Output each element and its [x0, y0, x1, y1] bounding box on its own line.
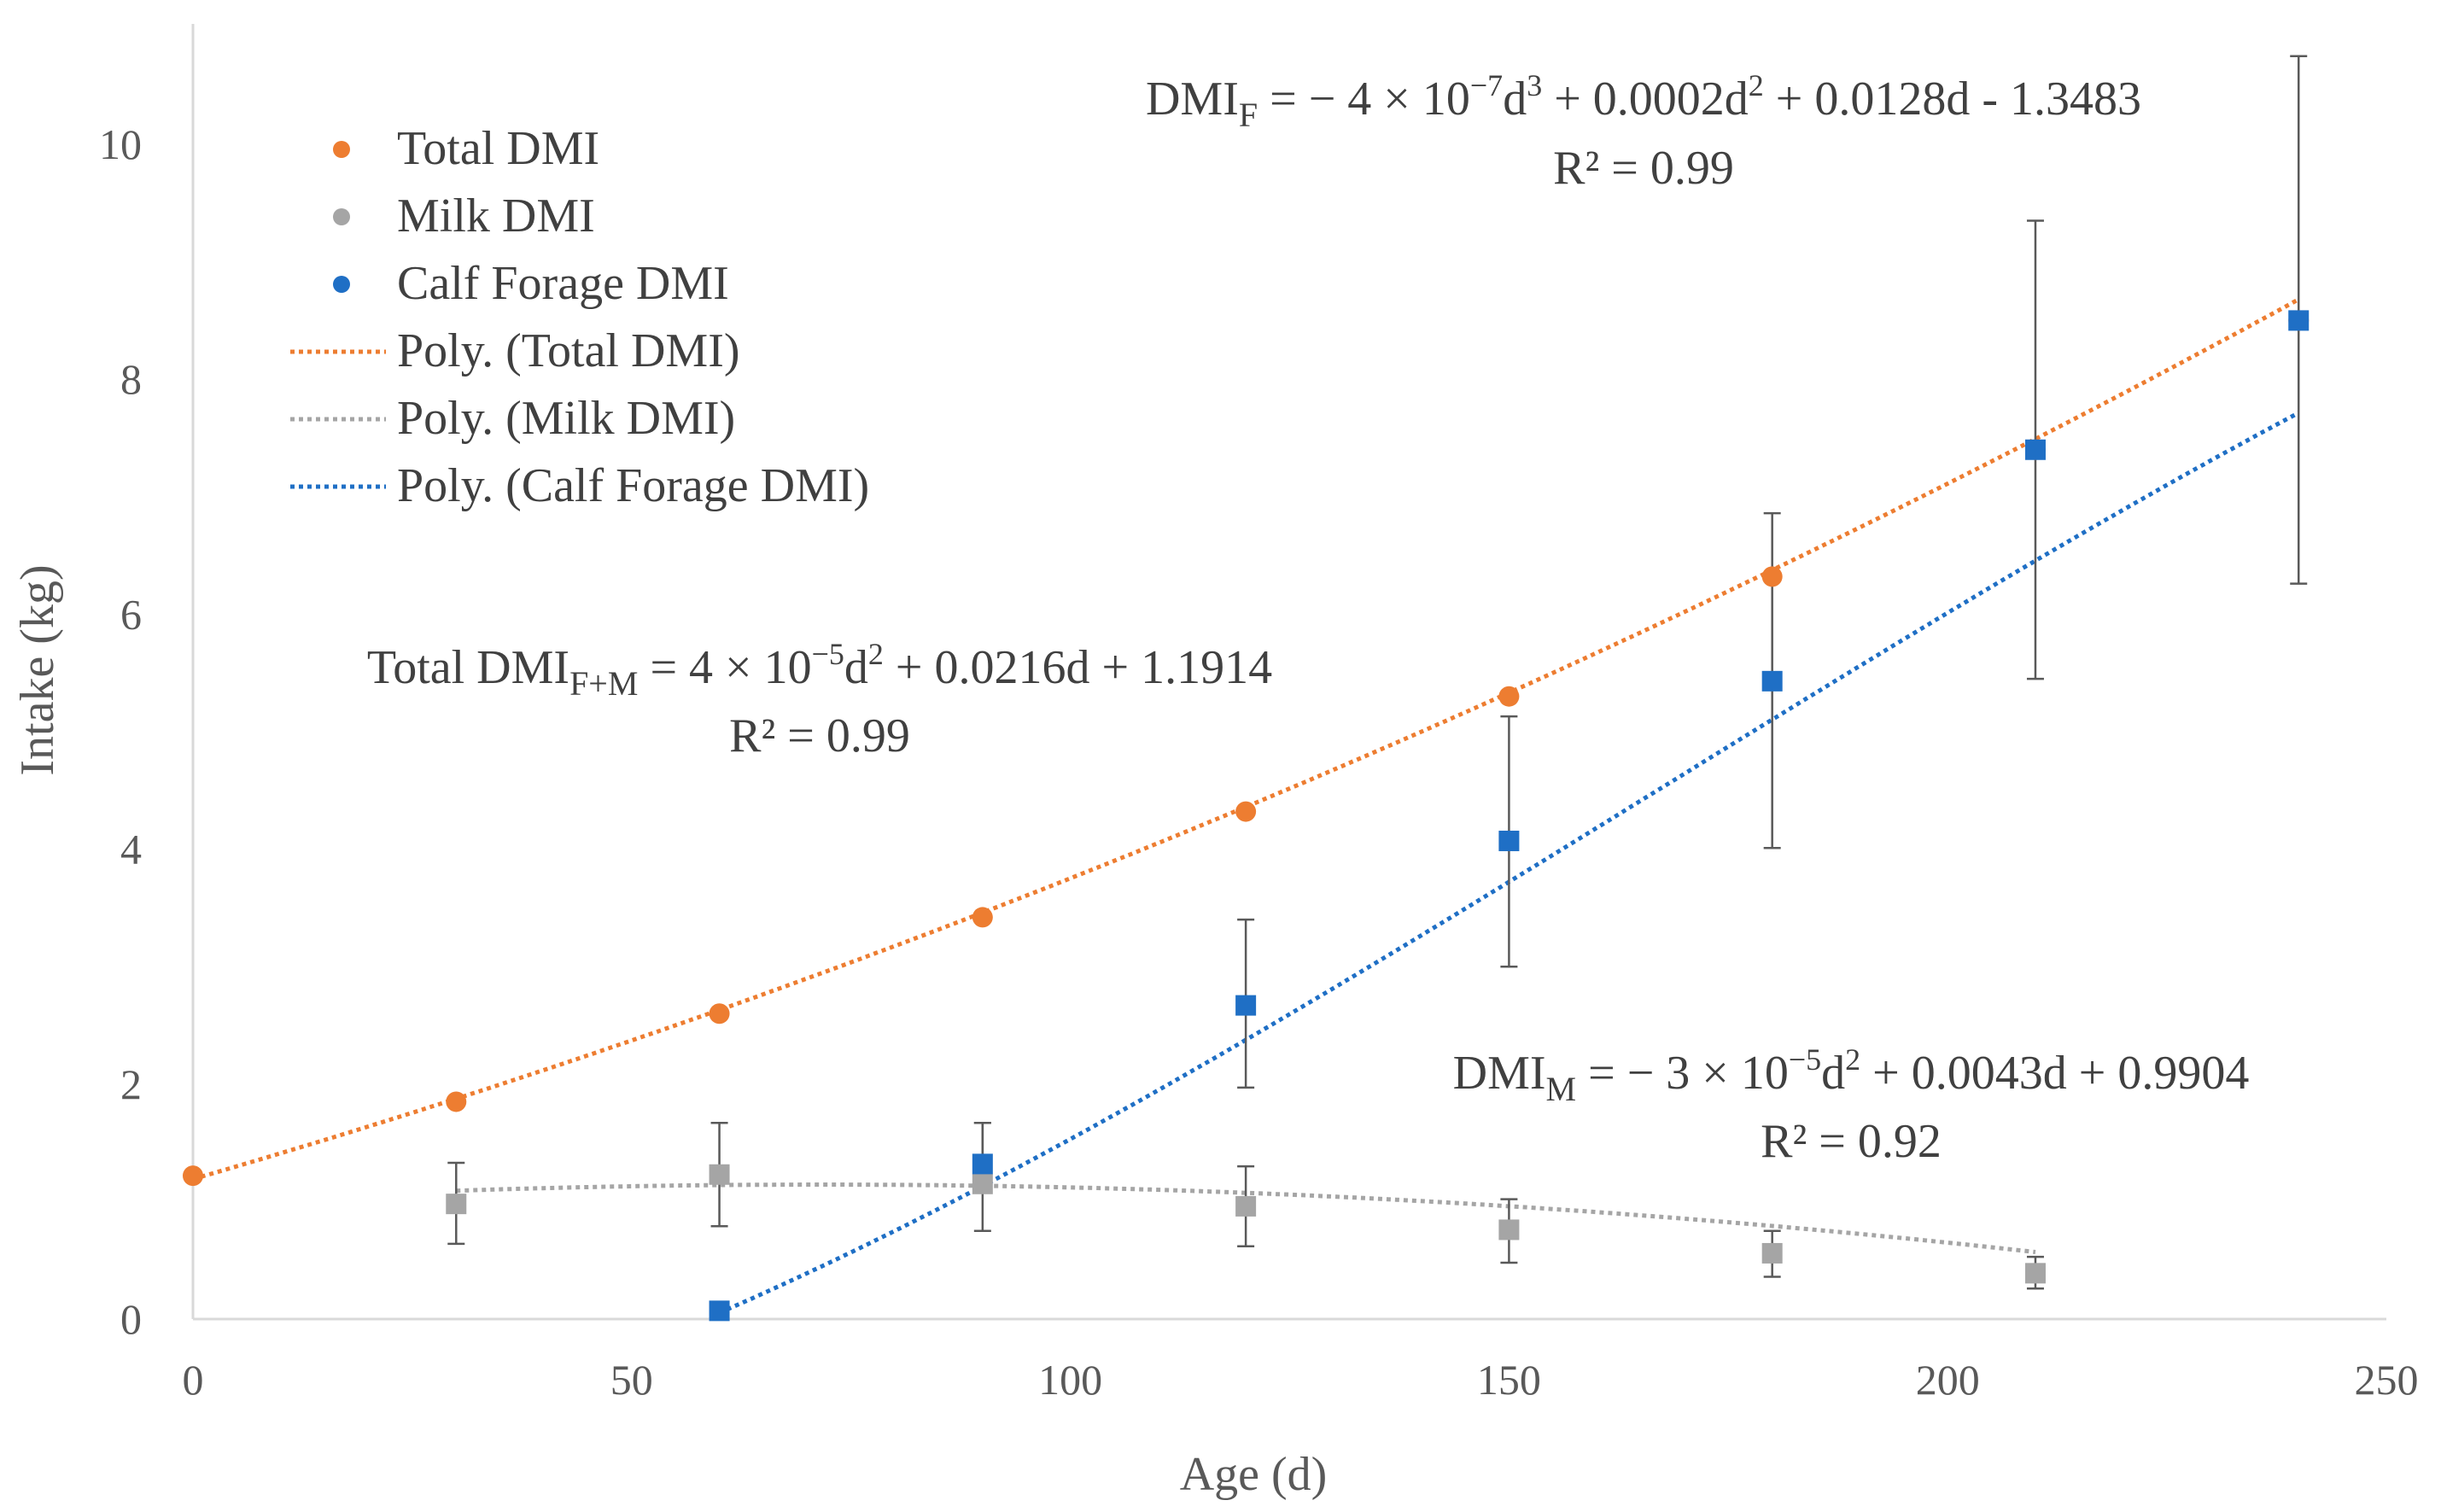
forage-eq-sub: F [1239, 96, 1258, 134]
legend-poly-milk-label: Poly. (Milk DMI) [397, 392, 735, 445]
milk-eq-exp2: 2 [1845, 1042, 1860, 1077]
forage-r2: R² = 0.99 [1553, 142, 1734, 195]
total-dmi-point [1498, 686, 1520, 707]
forage-dmi-point [1235, 995, 1257, 1016]
axes [191, 24, 2386, 1321]
x-axis-title: Age (d) [1180, 1448, 1328, 1501]
forage-dmi-point [972, 1153, 993, 1175]
milk-dmi-point [709, 1164, 730, 1185]
y-tick-label: 0 [120, 1295, 142, 1343]
trendline-1 [192, 297, 2300, 1182]
forage-eq-exp3: 2 [1749, 68, 1764, 102]
legend-poly-total-label: Poly. (Total DMI) [397, 324, 740, 377]
total-r2: R² = 0.99 [729, 709, 910, 762]
y-tick-label: 10 [99, 120, 142, 168]
total-dmi-point [446, 1091, 467, 1112]
forage-equation: DMIF = − 4 × 10−7d3 + 0.0002d2 + 0.0128d… [1146, 68, 2141, 134]
total-dmi-point [183, 1165, 203, 1187]
forage-eq-a: = − 4 × 10 [1258, 73, 1470, 126]
total-eq-sub: F+M [569, 664, 638, 703]
milk-dmi-point [446, 1194, 467, 1215]
milk-eq-b: d [1821, 1047, 1845, 1100]
y-tick-labels: 0 2 4 6 8 10 [99, 120, 142, 1343]
x-tick-label: 100 [1038, 1356, 1102, 1404]
y-tick-label: 8 [120, 355, 142, 403]
forage-eq-c: + 0.0002d [1542, 73, 1749, 126]
x-tick-labels: 0 50 100 150 200 250 [183, 1356, 2419, 1404]
total-eq-exp2: 2 [868, 637, 884, 671]
forage-eq-exp1: −7 [1470, 68, 1503, 102]
milk-eq-prefix: DMI [1453, 1047, 1546, 1100]
milk-dmi-point [1498, 1219, 1520, 1241]
total-eq-a: = 4 × 10 [638, 641, 811, 694]
forage-dmi-point [2288, 310, 2310, 331]
forage-dmi-point [2024, 439, 2046, 460]
forage-dmi-point [1761, 670, 1783, 692]
x-tick-label: 200 [1916, 1356, 1980, 1404]
data-markers [183, 310, 2310, 1322]
total-dmi-point [1761, 566, 1783, 587]
legend-total-dmi-label: Total DMI [397, 122, 599, 175]
legend-forage-dmi-swatch [333, 276, 350, 293]
x-tick-label: 150 [1477, 1356, 1541, 1404]
legend-milk-dmi: Milk DMI [333, 190, 595, 242]
total-equation: Total DMIF+M = 4 × 10−5d2 + 0.0216d + 1.… [367, 637, 1272, 703]
forage-eq-b: d [1503, 73, 1527, 126]
legend-poly-milk: Poly. (Milk DMI) [290, 392, 735, 445]
forage-dmi-point [709, 1300, 730, 1322]
milk-eq-exp1: −5 [1789, 1042, 1821, 1077]
forage-eq-exp2: 3 [1527, 68, 1542, 102]
legend-total-dmi-swatch [333, 141, 350, 158]
x-tick-label: 50 [610, 1356, 653, 1404]
forage-dmi-point [1498, 830, 1520, 851]
annotation-total: Total DMIF+M = 4 × 10−5d2 + 0.0216d + 1.… [367, 637, 1272, 762]
legend: Total DMI Milk DMI Calf Forage DMI Poly. (T… [290, 122, 869, 512]
annotation-milk: DMIM = − 3 × 10−5d2 + 0.0043d + 0.9904 R… [1453, 1042, 2250, 1168]
y-axis-title: Intake (kg) [11, 564, 64, 775]
forage-eq-prefix: DMI [1146, 73, 1239, 126]
milk-r2: R² = 0.92 [1761, 1115, 1942, 1168]
milk-eq-a: = − 3 × 10 [1576, 1047, 1789, 1100]
total-eq-b: d [844, 641, 868, 694]
x-tick-label: 0 [183, 1356, 204, 1404]
legend-poly-forage-label: Poly. (Calf Forage DMI) [397, 459, 869, 512]
milk-eq-sub: M [1546, 1070, 1577, 1108]
milk-equation: DMIM = − 3 × 10−5d2 + 0.0043d + 0.9904 [1453, 1042, 2250, 1108]
milk-dmi-point [2024, 1263, 2046, 1284]
x-tick-label: 250 [2355, 1356, 2419, 1404]
total-eq-c: + 0.0216d + 1.1914 [884, 641, 1272, 694]
total-eq-exp1: −5 [812, 637, 844, 671]
legend-forage-dmi: Calf Forage DMI [333, 257, 729, 310]
total-dmi-point [1235, 801, 1257, 822]
total-eq-prefix: Total DMI [367, 641, 569, 694]
forage-eq-d: + 0.0128d - 1.3483 [1764, 73, 2141, 126]
y-tick-label: 6 [120, 590, 142, 638]
milk-dmi-point [972, 1173, 993, 1194]
legend-total-dmi: Total DMI [333, 122, 599, 175]
milk-dmi-point [1235, 1195, 1257, 1217]
milk-eq-c: + 0.0043d + 0.9904 [1860, 1047, 2249, 1100]
milk-dmi-point [1761, 1242, 1783, 1264]
annotation-forage: DMIF = − 4 × 10−7d3 + 0.0002d2 + 0.0128d… [1146, 68, 2141, 195]
legend-milk-dmi-swatch [333, 208, 350, 225]
legend-poly-forage: Poly. (Calf Forage DMI) [290, 459, 869, 512]
total-dmi-point [709, 1003, 730, 1025]
legend-milk-dmi-label: Milk DMI [397, 190, 595, 242]
legend-poly-total: Poly. (Total DMI) [290, 324, 740, 377]
trendline-2 [456, 1182, 2036, 1254]
total-dmi-point [972, 907, 993, 928]
y-tick-label: 2 [120, 1060, 142, 1108]
y-tick-label: 4 [120, 826, 142, 873]
legend-forage-dmi-label: Calf Forage DMI [397, 257, 729, 310]
